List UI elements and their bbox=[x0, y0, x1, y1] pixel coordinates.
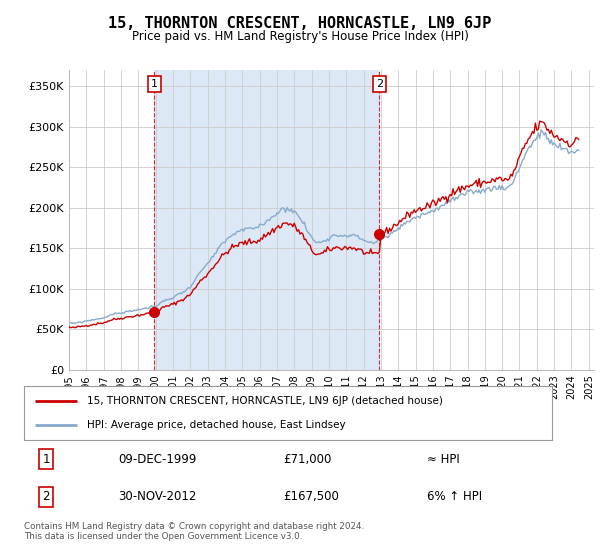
Text: £167,500: £167,500 bbox=[283, 491, 340, 503]
Text: 1: 1 bbox=[43, 452, 50, 465]
Text: HPI: Average price, detached house, East Lindsey: HPI: Average price, detached house, East… bbox=[88, 420, 346, 430]
Bar bbox=[154, 70, 379, 370]
Text: 09-DEC-1999: 09-DEC-1999 bbox=[118, 452, 196, 465]
Text: 30-NOV-2012: 30-NOV-2012 bbox=[118, 491, 196, 503]
Text: 1: 1 bbox=[151, 79, 158, 89]
Text: Price paid vs. HM Land Registry's House Price Index (HPI): Price paid vs. HM Land Registry's House … bbox=[131, 30, 469, 43]
Text: 2: 2 bbox=[376, 79, 383, 89]
Text: 15, THORNTON CRESCENT, HORNCASTLE, LN9 6JP: 15, THORNTON CRESCENT, HORNCASTLE, LN9 6… bbox=[109, 16, 491, 31]
Text: 2: 2 bbox=[43, 491, 50, 503]
Text: £71,000: £71,000 bbox=[283, 452, 332, 465]
Text: Contains HM Land Registry data © Crown copyright and database right 2024.
This d: Contains HM Land Registry data © Crown c… bbox=[24, 522, 364, 542]
Text: 15, THORNTON CRESCENT, HORNCASTLE, LN9 6JP (detached house): 15, THORNTON CRESCENT, HORNCASTLE, LN9 6… bbox=[88, 396, 443, 406]
Text: ≈ HPI: ≈ HPI bbox=[427, 452, 460, 465]
Text: 6% ↑ HPI: 6% ↑ HPI bbox=[427, 491, 482, 503]
